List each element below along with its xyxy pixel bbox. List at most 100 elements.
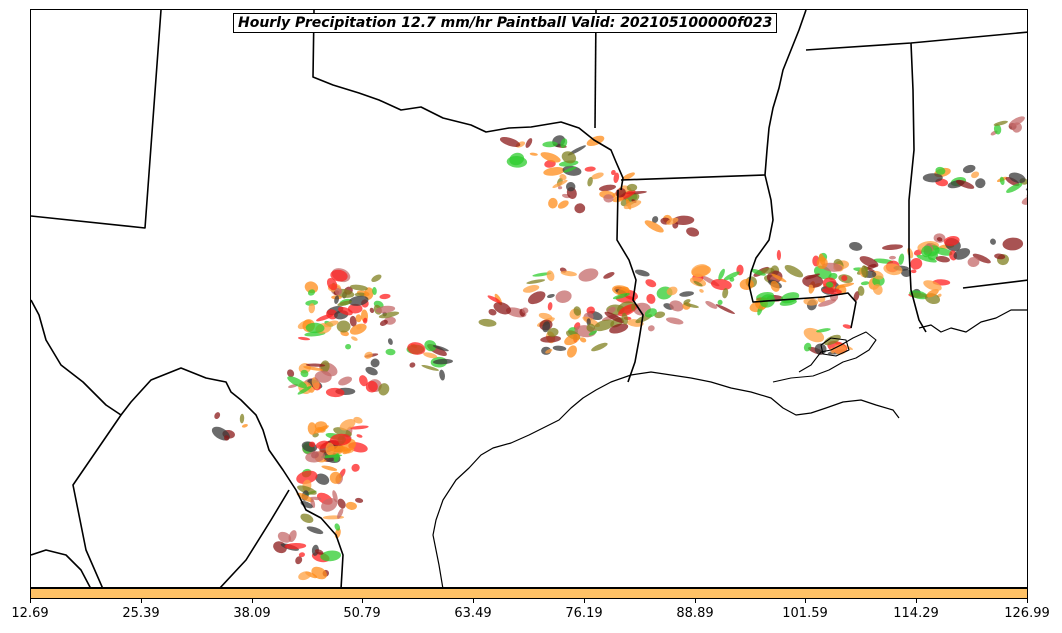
paintball-blob (337, 508, 344, 519)
paintball-blob (922, 173, 943, 183)
paintball-blob (935, 166, 946, 175)
paintball-blob (314, 421, 328, 431)
paintball-blob (241, 424, 248, 428)
paintball-blob (565, 181, 576, 192)
paintball-blob (943, 235, 960, 247)
paintball-blob (849, 241, 863, 251)
paintball-blob (816, 328, 831, 333)
state-border-tx-la (616, 189, 644, 383)
paintball-blob (297, 386, 312, 395)
paintball-blob (634, 269, 650, 277)
paintball-blob (522, 285, 540, 293)
paintball-blob (375, 305, 396, 314)
map-canvas (31, 10, 1027, 587)
paintball-blob (371, 274, 382, 283)
paintball-blob (729, 277, 735, 282)
paintball-blob (823, 334, 841, 346)
paintball-blob (900, 268, 912, 277)
paintball-blob (349, 425, 369, 430)
paintball-blob (328, 445, 349, 453)
colorbar-tick-label: 50.79 (343, 606, 381, 621)
paintball-blob (333, 427, 352, 437)
paintball-blob (967, 256, 980, 268)
state-border-ms-al (908, 42, 927, 333)
colorbar-tick-mark (141, 599, 142, 603)
paintball-blob (584, 166, 596, 172)
paintball-blob (305, 300, 319, 306)
coastline-lake (820, 337, 850, 357)
state-border-coahuila (219, 489, 290, 587)
paintball-blob (506, 155, 528, 168)
paintball-blob (898, 253, 905, 265)
paintball-blob (853, 291, 860, 302)
paintball-blob (604, 311, 625, 324)
paintball-blob (651, 216, 659, 224)
paintball-blob (297, 485, 317, 495)
paintball-blob (311, 566, 327, 580)
paintball-blob (666, 286, 678, 296)
paintball-blob (304, 281, 319, 294)
state-border-mx-sw (31, 549, 91, 587)
paintball-blob (882, 244, 903, 251)
colorbar-tick-mark (252, 599, 253, 603)
state-border-ok-north (312, 10, 624, 191)
paintball-blob (488, 308, 497, 316)
paintball-blob (579, 337, 587, 343)
paintball-blob (921, 245, 933, 258)
paintball-blob (478, 318, 497, 327)
paintball-blob (857, 285, 865, 296)
paintball-blob (547, 327, 559, 337)
paintball-blob (818, 299, 837, 307)
paintball-blob (889, 255, 896, 260)
paintball-blob (842, 324, 852, 329)
coastline-gulf (432, 371, 900, 587)
paintball-blob (306, 526, 324, 535)
paintball-blob (1021, 195, 1027, 205)
paintball-blob (1002, 237, 1024, 251)
paintball-blob (345, 343, 352, 350)
colorbar-tick-mark (1027, 599, 1028, 603)
paintball-blob (586, 323, 595, 332)
paintball-blob (626, 183, 638, 192)
paintball-blob (334, 295, 340, 304)
paintball-blob (355, 497, 364, 503)
paintball-blob (296, 492, 314, 503)
paintball-blob (826, 281, 834, 288)
paintball-blob (603, 194, 614, 203)
paintball-blob (307, 289, 316, 296)
paintball-blob (955, 179, 975, 189)
paintball-blob (387, 338, 393, 345)
paintball-blob (718, 268, 725, 281)
paintball-blob (962, 164, 976, 174)
geographic-boundaries (31, 10, 1027, 587)
paintball-blob (439, 369, 445, 381)
paintball-blob (841, 275, 848, 282)
paintball-blob (307, 422, 317, 435)
paintball-blob (821, 287, 842, 295)
paintball-blob (552, 179, 568, 188)
paintball-blob (499, 137, 521, 147)
paintball-blob (378, 311, 400, 319)
state-border-nm-tx (31, 10, 162, 229)
colorbar-tick-label: 12.69 (11, 606, 49, 621)
state-border-north-top (805, 31, 1027, 51)
paintball-blob (683, 303, 699, 308)
paintball-blob (607, 306, 616, 314)
paintball-blob (356, 434, 363, 438)
paintball-blob (561, 151, 577, 164)
paintball-blob (542, 141, 558, 148)
paintball-blob (993, 124, 1002, 135)
paintball-blob (999, 176, 1005, 186)
paintball-blob (543, 167, 565, 176)
paintball-blob (320, 360, 330, 373)
paintball-blob (623, 200, 642, 210)
paintball-blob (284, 542, 307, 550)
paintball-blob (907, 247, 914, 259)
paintball-blob (669, 300, 684, 312)
paintball-blob (593, 319, 615, 332)
paintball-blob (359, 375, 368, 387)
paintball-blob (540, 152, 561, 163)
paintball-blob (816, 257, 828, 269)
paintball-blob (308, 303, 316, 314)
paintball-blob (722, 288, 729, 299)
